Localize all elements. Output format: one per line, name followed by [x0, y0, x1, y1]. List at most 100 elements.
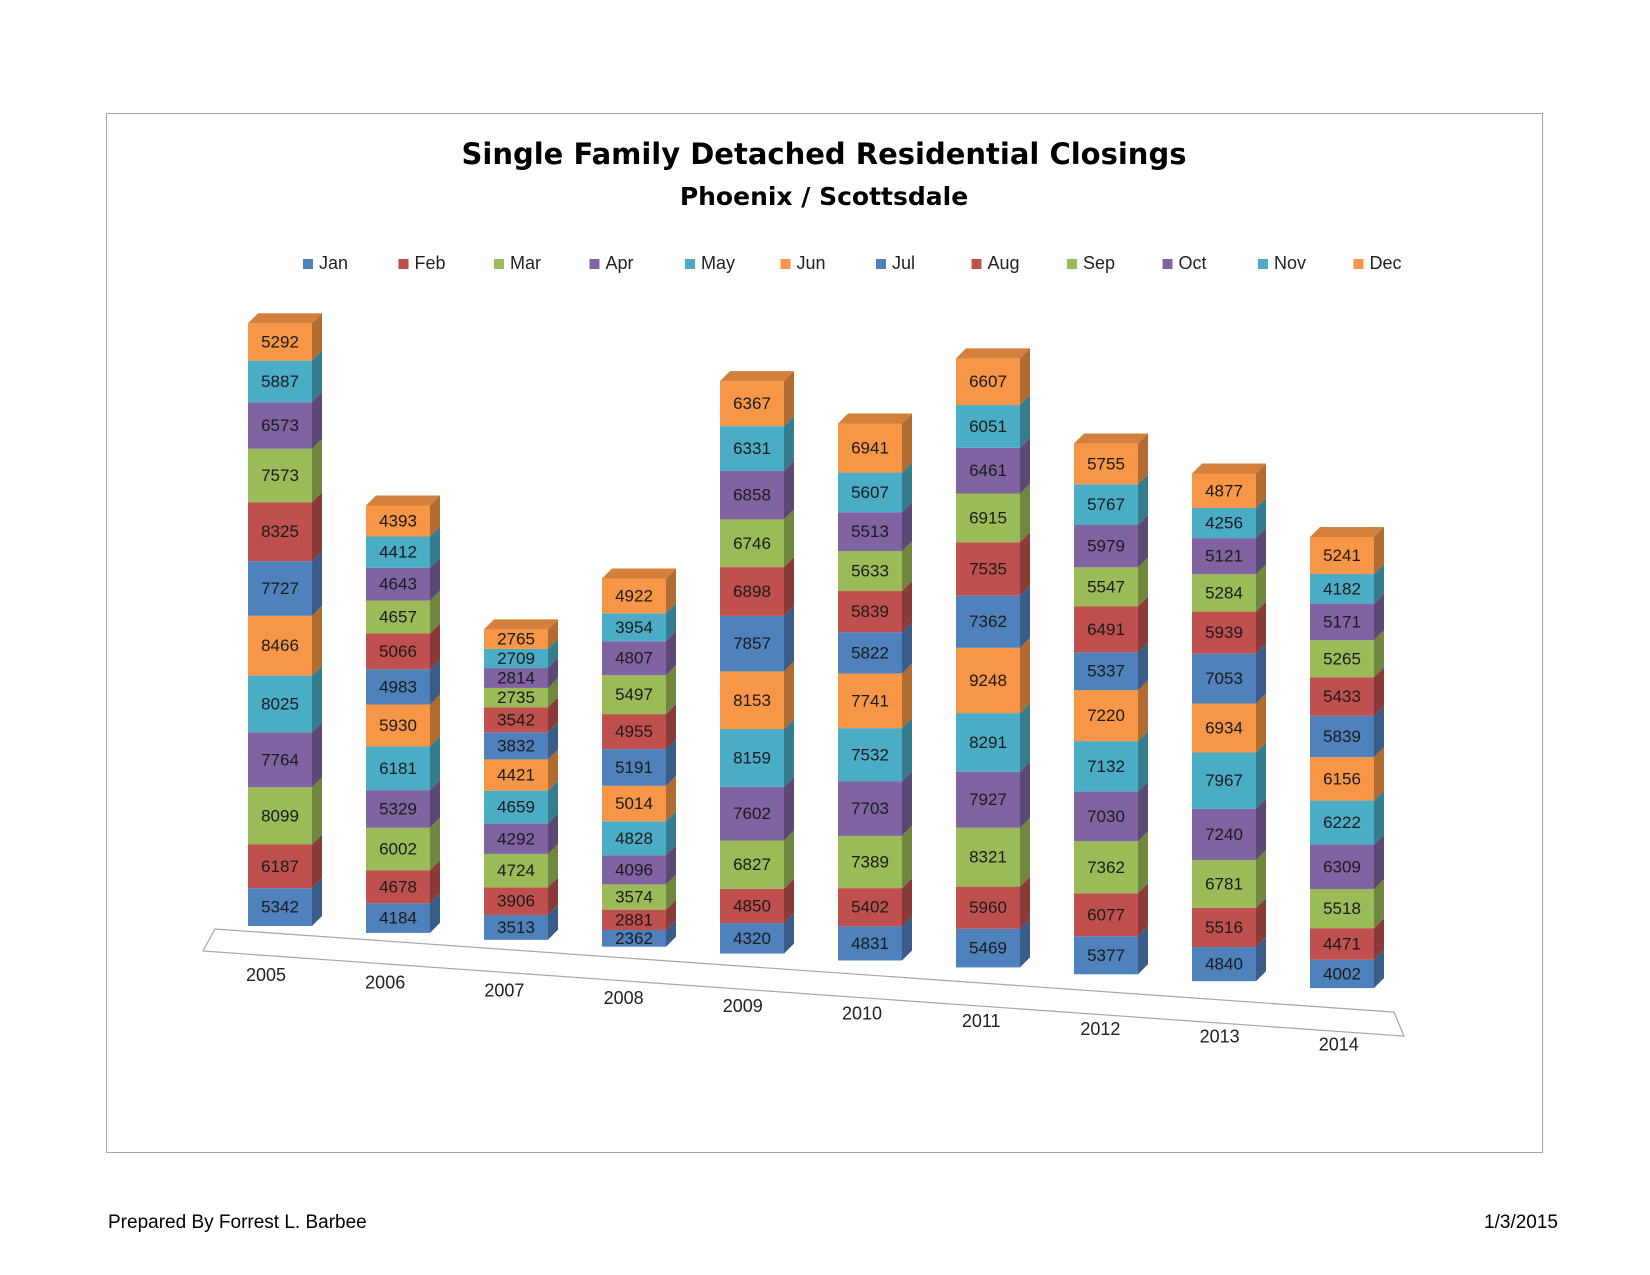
- segment-2011-nov: 6051: [956, 395, 1030, 448]
- data-label: 2814: [497, 668, 535, 687]
- segment-front: [838, 632, 902, 674]
- segment-2005-mar: 8099: [248, 777, 322, 845]
- data-label: 6941: [851, 439, 889, 458]
- data-label: 4421: [497, 766, 535, 785]
- segment-side: [1374, 564, 1384, 604]
- segment-front: [602, 641, 666, 676]
- data-label: 7764: [261, 750, 299, 769]
- data-label: 5497: [615, 685, 653, 704]
- segment-2011-jul: 7362: [956, 585, 1030, 648]
- segment-front: [1192, 653, 1256, 704]
- data-label: 6156: [1323, 769, 1361, 788]
- segment-side: [1256, 798, 1266, 861]
- data-label: 4922: [615, 586, 653, 605]
- segment-front: [366, 790, 430, 828]
- segment-2011-feb: 5960: [956, 876, 1030, 929]
- data-label: 4412: [379, 543, 417, 562]
- segment-2008-feb: 2881: [602, 899, 676, 931]
- segment-side: [784, 605, 794, 672]
- data-label: 3954: [615, 618, 653, 637]
- segment-2014-jun: 6156: [1310, 747, 1384, 801]
- segment-2013-jul: 7053: [1192, 643, 1266, 704]
- segment-side: [548, 843, 558, 888]
- segment-side: [1256, 742, 1266, 809]
- segment-2010-jan: 4831: [838, 916, 912, 961]
- segment-2008-jul: 5191: [602, 739, 676, 786]
- segment-front: [602, 884, 666, 910]
- segment-side: [312, 350, 322, 403]
- segment-side: [430, 736, 440, 791]
- segment-side: [1020, 637, 1030, 714]
- segment-front: [720, 786, 784, 841]
- segment-front: [838, 472, 902, 513]
- legend-item-jul: Jul: [876, 253, 915, 273]
- segment-2006-jan: 4184: [366, 893, 440, 933]
- segment-2006-sep: 4657: [366, 590, 440, 634]
- data-label: 6187: [261, 857, 299, 876]
- data-label: 5767: [1087, 495, 1125, 514]
- segment-2006-feb: 4678: [366, 860, 440, 904]
- year-label-2009: 2009: [723, 996, 763, 1016]
- segment-side: [784, 776, 794, 841]
- segment-2007-may: 4659: [484, 780, 558, 824]
- data-label: 5930: [379, 716, 417, 735]
- data-label: 5547: [1087, 577, 1125, 596]
- segment-side: [548, 780, 558, 824]
- segment-2012-may: 7132: [1074, 731, 1148, 792]
- segment-2014-aug: 5433: [1310, 667, 1384, 716]
- data-label: 8466: [261, 636, 299, 655]
- data-label: 2765: [497, 630, 535, 649]
- year-label-2005: 2005: [246, 965, 286, 985]
- data-label: 5191: [615, 758, 653, 777]
- segment-front: [720, 923, 784, 954]
- year-label-2008: 2008: [604, 988, 644, 1008]
- legend-label: Aug: [988, 253, 1020, 273]
- segment-side: [1020, 348, 1030, 406]
- data-label: 4724: [497, 861, 535, 880]
- segment-side: [1374, 593, 1384, 641]
- data-label: 8291: [969, 733, 1007, 752]
- legend-item-sep: Sep: [1067, 253, 1115, 273]
- segment-front: [1192, 860, 1256, 908]
- segment-side: [430, 590, 440, 634]
- segment-side: [666, 775, 676, 822]
- segment-side: [784, 719, 794, 787]
- segment-front: [248, 675, 312, 733]
- segment-front: [1074, 652, 1138, 691]
- segment-2009-apr: 7602: [720, 776, 794, 841]
- segment-2010-jul: 5822: [838, 622, 912, 674]
- segment-side: [1256, 850, 1266, 908]
- segment-side: [1374, 879, 1384, 929]
- segment-2011-apr: 7927: [956, 761, 1030, 828]
- segment-side: [1138, 433, 1148, 485]
- segment-side: [1256, 936, 1266, 982]
- segment-side: [430, 694, 440, 747]
- data-label: 6915: [969, 508, 1007, 527]
- segment-side: [666, 631, 676, 676]
- bar-top: [720, 371, 794, 382]
- segment-side: [784, 913, 794, 954]
- segment-side: [548, 638, 558, 669]
- segment-front: [720, 519, 784, 568]
- segment-side: [1256, 497, 1266, 539]
- segment-side: [1020, 817, 1030, 887]
- data-label: 7220: [1087, 706, 1125, 725]
- segment-2014-dec: 5241: [1310, 526, 1384, 575]
- bar-top: [956, 348, 1030, 359]
- segment-side: [902, 718, 912, 782]
- segment-side: [1256, 643, 1266, 704]
- segment-front: [1074, 606, 1138, 653]
- data-label: 2709: [497, 649, 535, 668]
- segment-side: [666, 920, 676, 947]
- data-label: 4256: [1205, 514, 1243, 533]
- data-label: 7053: [1205, 669, 1243, 688]
- data-label: 6781: [1205, 875, 1243, 894]
- data-label: 4840: [1205, 955, 1243, 974]
- segment-front: [1310, 757, 1374, 801]
- data-label: 4096: [615, 860, 653, 879]
- segment-side: [1374, 667, 1384, 716]
- legend-swatch: [1353, 259, 1364, 269]
- data-label: 7362: [969, 612, 1007, 631]
- segment-2011-sep: 6915: [956, 483, 1030, 543]
- segment-2006-apr: 5329: [366, 780, 440, 828]
